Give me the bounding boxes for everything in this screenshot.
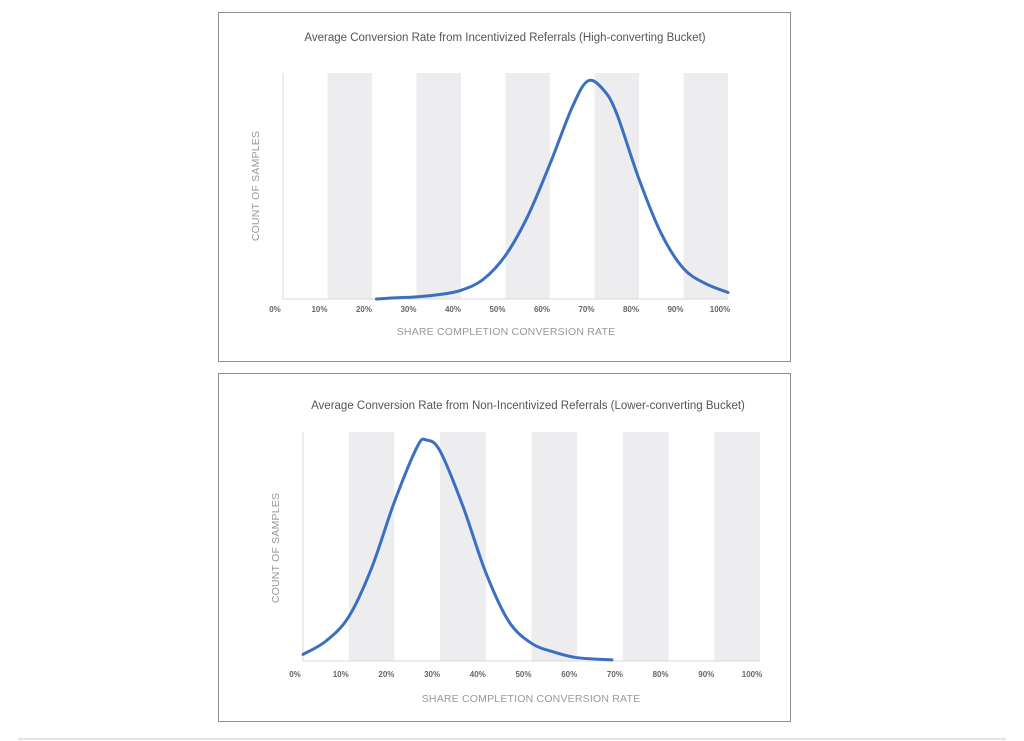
grid-band <box>416 73 461 299</box>
plot-background <box>282 73 728 300</box>
x-axis-label: SHARE COMPLETION CONVERSION RATE <box>422 693 641 705</box>
grid-band <box>327 73 372 299</box>
x-tick-label: 30% <box>424 670 440 679</box>
grid-band <box>683 73 728 299</box>
x-tick-label: 80% <box>653 670 669 679</box>
distribution-curve <box>301 437 614 662</box>
x-tick-label: 20% <box>378 670 394 679</box>
chart-non-incentivized: Average Conversion Rate from Non-Incenti… <box>270 400 762 705</box>
y-axis-label: COUNT OF SAMPLES <box>250 131 262 241</box>
distribution-curve <box>374 78 730 301</box>
chart-title: Average Conversion Rate from Non-Incenti… <box>311 400 745 412</box>
plot-background <box>302 432 760 662</box>
x-tick-label: 100% <box>710 305 730 314</box>
x-axis-label: SHARE COMPLETION CONVERSION RATE <box>397 326 616 338</box>
page-divider <box>18 738 1006 740</box>
x-tick-label: 80% <box>623 305 639 314</box>
x-tick-label: 50% <box>489 305 505 314</box>
chart-incentivized: Average Conversion Rate from Incentivize… <box>250 32 730 338</box>
x-tick-label: 70% <box>607 670 623 679</box>
grid-band <box>714 432 760 661</box>
grid-band <box>531 432 578 661</box>
grid-band <box>505 73 550 299</box>
chart-panel-non-incentivized <box>218 373 791 722</box>
x-tick-label: 90% <box>667 305 683 314</box>
x-tick-label: 10% <box>311 305 327 314</box>
x-tick-label: 60% <box>561 670 577 679</box>
y-axis-label: COUNT OF SAMPLES <box>270 493 282 603</box>
x-tick-label: 90% <box>698 670 714 679</box>
x-tick-label: 30% <box>400 305 416 314</box>
grid-band <box>348 432 395 661</box>
grid-band <box>622 432 669 661</box>
x-tick-label: 10% <box>333 670 349 679</box>
x-tick-label: 60% <box>534 305 550 314</box>
x-tick-label: 70% <box>578 305 594 314</box>
x-tick-label: 50% <box>515 670 531 679</box>
x-tick-label: 40% <box>445 305 461 314</box>
x-tick-label: 0% <box>289 670 301 679</box>
grid-band <box>594 73 639 299</box>
chart-title: Average Conversion Rate from Incentivize… <box>304 32 705 44</box>
x-tick-label: 40% <box>470 670 486 679</box>
x-tick-label: 20% <box>356 305 372 314</box>
x-tick-label: 0% <box>269 305 281 314</box>
x-tick-label: 100% <box>742 670 762 679</box>
